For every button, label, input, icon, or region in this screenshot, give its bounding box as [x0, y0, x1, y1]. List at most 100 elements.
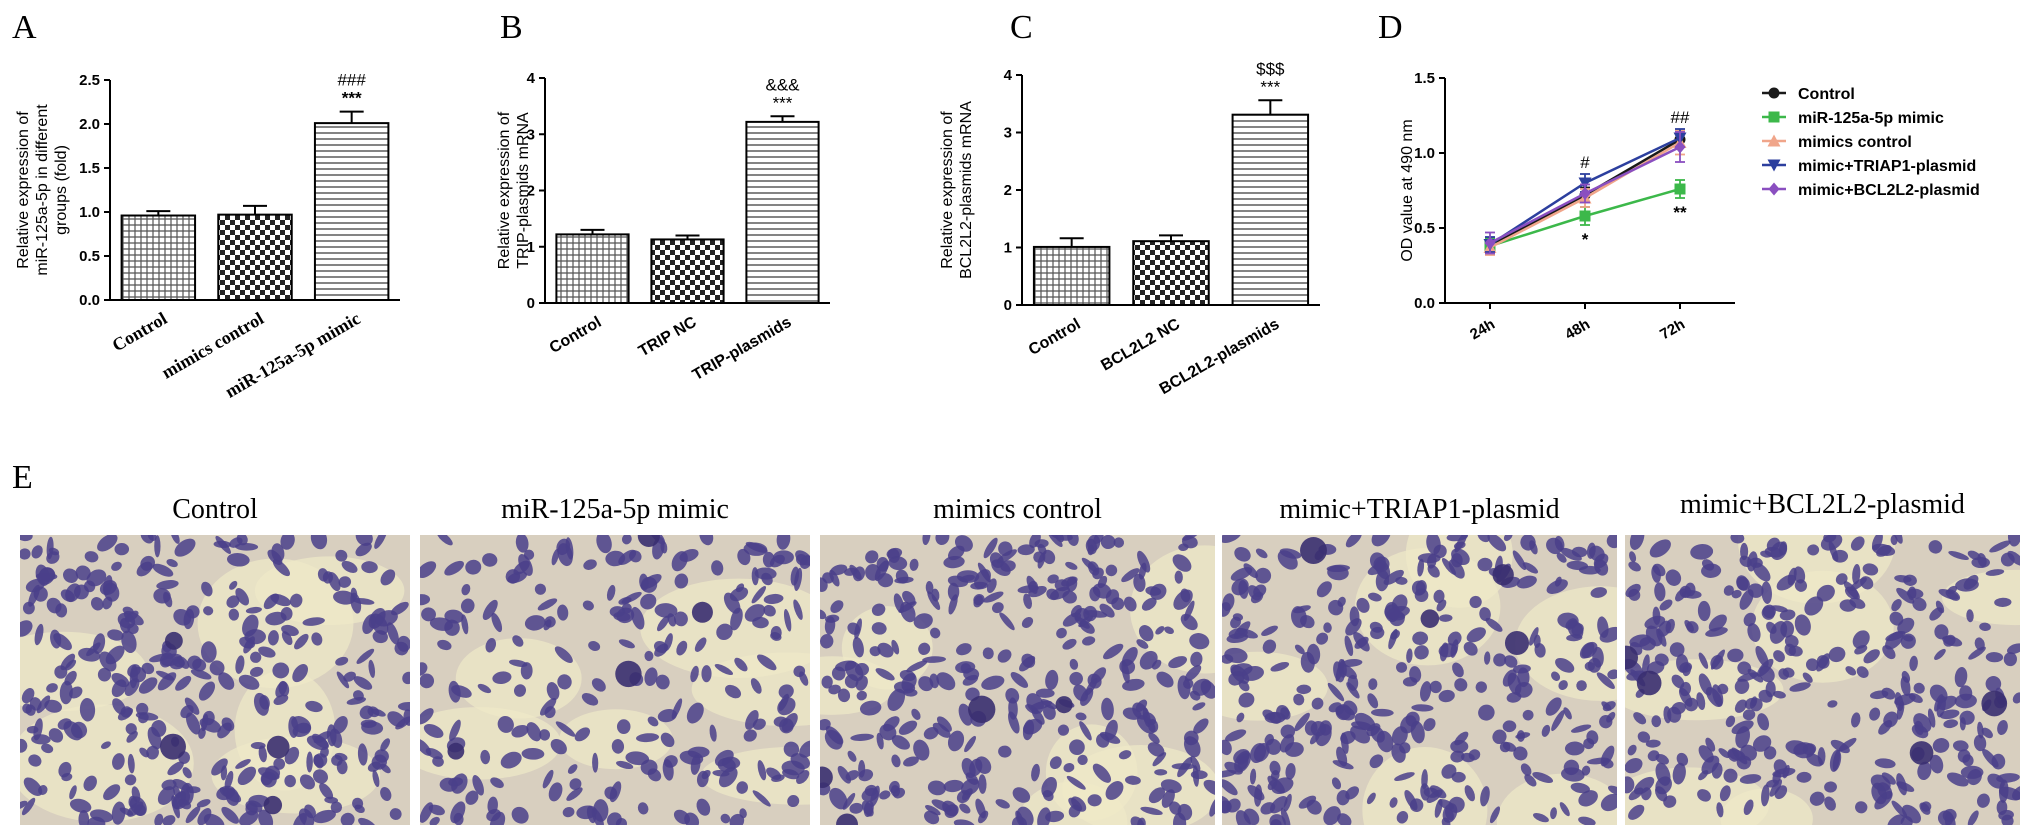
dense-cell-cluster [1504, 630, 1530, 656]
stained-cell [1123, 596, 1137, 612]
stained-cell [1228, 671, 1245, 686]
stained-cell [1766, 621, 1777, 634]
stained-cell [1564, 741, 1585, 756]
stained-cell [1679, 585, 1692, 598]
stained-cell [947, 730, 965, 752]
stained-cell [913, 613, 933, 629]
stained-cell [770, 625, 782, 640]
stained-cell [1035, 688, 1055, 698]
stained-cell [124, 774, 137, 786]
stained-cell [306, 735, 329, 751]
stained-cell [1934, 624, 1949, 640]
stained-cell [676, 640, 688, 656]
stained-cell [265, 611, 287, 626]
stained-cell [1731, 589, 1742, 599]
stained-cell [185, 712, 201, 735]
stained-cell [333, 590, 356, 605]
stained-cell [636, 733, 660, 743]
stained-cell [1919, 802, 1931, 815]
stained-cell [562, 807, 575, 818]
stained-cell [1028, 580, 1038, 593]
stained-cell [1049, 756, 1062, 770]
bar-chart-a: 0.0 0.5 1.0 1.5 2.0 2.5 Relative expression of… [15, 71, 400, 402]
stained-cell [1869, 707, 1881, 721]
stained-cell [820, 609, 827, 620]
stained-cell [1513, 746, 1528, 761]
stained-cell [34, 623, 44, 646]
stained-cell [1943, 719, 1959, 729]
stained-cell [1277, 550, 1298, 570]
stained-cell [1633, 712, 1647, 725]
stained-cell [1913, 713, 1932, 733]
stained-cell [986, 578, 997, 593]
stained-cell [1356, 597, 1370, 613]
stained-cell [918, 642, 931, 655]
stained-cell [403, 709, 410, 726]
stained-cell [1529, 540, 1538, 555]
stained-cell [1057, 724, 1070, 736]
stained-cell [1994, 597, 2012, 607]
stained-cell [922, 535, 931, 546]
stained-cell [396, 635, 410, 652]
stained-cell [1125, 775, 1141, 785]
stained-cell [1140, 806, 1163, 816]
stained-cell [1967, 810, 1979, 825]
panel-label-e: E [12, 459, 33, 496]
stained-cell [1982, 748, 1999, 768]
stained-cell [1516, 575, 1537, 589]
stained-cell [1743, 799, 1754, 816]
stained-cell [1250, 591, 1264, 604]
stained-cell [1954, 666, 1968, 688]
stained-cell [1446, 535, 1469, 542]
stained-cell [78, 647, 101, 662]
x-tick-label: 24h [1467, 316, 1498, 344]
stained-cell [166, 559, 178, 568]
point-marker [1674, 140, 1686, 154]
stained-cell [1639, 637, 1656, 651]
stained-cell [1021, 616, 1034, 628]
stained-cell [879, 723, 897, 741]
dense-cell-cluster [1625, 645, 1639, 670]
stained-cell [824, 614, 840, 623]
stained-cell [1104, 719, 1118, 741]
stained-cell [1222, 739, 1232, 756]
stained-cell [524, 615, 546, 631]
stained-cell [209, 660, 225, 676]
stained-cell [1606, 535, 1617, 549]
stained-cell [1589, 545, 1605, 562]
stained-cell [69, 798, 92, 813]
micrograph-title: mimic+TRIAP1-plasmid [1279, 494, 1559, 525]
stained-cell [1671, 702, 1686, 715]
stained-cell [360, 719, 377, 728]
stained-cell [374, 749, 389, 763]
stained-cell [1948, 551, 1969, 560]
stained-cell [909, 558, 919, 571]
stained-cell [1375, 559, 1391, 580]
stained-cell [1025, 704, 1039, 715]
stained-cell [637, 802, 649, 815]
stained-cell [258, 809, 274, 825]
stained-cell [844, 567, 858, 576]
stained-cell [1647, 750, 1660, 762]
stained-cell [1222, 593, 1235, 611]
stained-cell [865, 550, 879, 564]
stained-cell [2000, 552, 2015, 567]
stained-cell [625, 751, 650, 766]
stained-cell [655, 674, 670, 690]
dense-cell-cluster [637, 535, 660, 548]
y-tick-label: 2.5 [79, 72, 100, 89]
stained-cell [444, 560, 464, 576]
legend-item: mimics control [1762, 134, 1912, 151]
stained-cell [855, 663, 870, 676]
stained-cell [1985, 569, 2005, 576]
stained-cell [507, 571, 527, 584]
stained-cell [123, 610, 144, 626]
stained-cell [1890, 535, 1898, 546]
stained-cell [1854, 645, 1868, 655]
stained-cell [973, 595, 983, 608]
stained-cell [294, 633, 309, 650]
bar [1231, 113, 1310, 306]
stained-cell [960, 663, 972, 674]
stained-cell [696, 798, 711, 816]
stained-cell [1628, 804, 1645, 820]
